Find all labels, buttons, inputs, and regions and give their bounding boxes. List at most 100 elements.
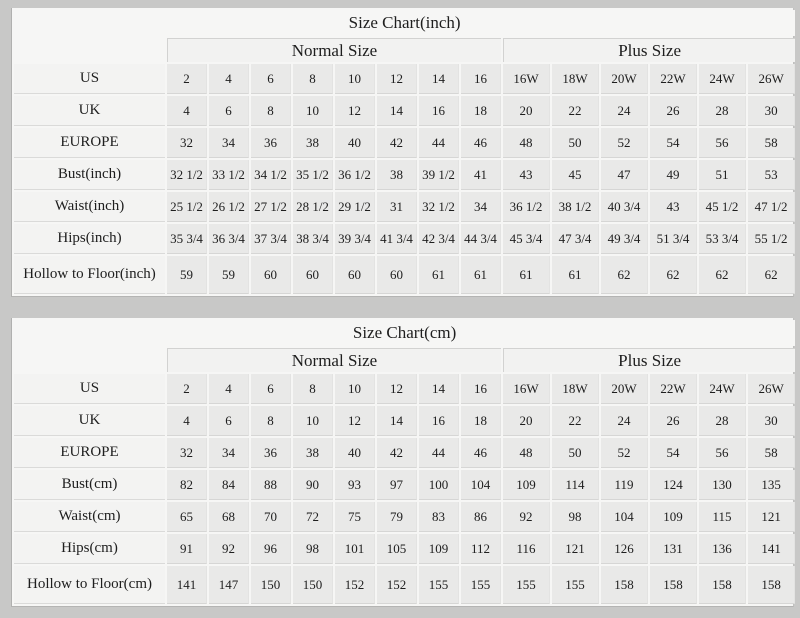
size-cell: 36 1/2 bbox=[503, 192, 550, 222]
size-cell: 4 bbox=[209, 374, 249, 404]
size-cell: 31 bbox=[377, 192, 417, 222]
size-cell: 141 bbox=[748, 534, 796, 564]
plus-size-header: Plus Size bbox=[503, 348, 796, 372]
size-cell: 8 bbox=[251, 96, 291, 126]
size-cell: 28 bbox=[699, 406, 746, 436]
size-cell: 47 bbox=[601, 160, 648, 190]
size-cell: 41 bbox=[461, 160, 501, 190]
size-cell: 62 bbox=[601, 256, 648, 294]
row-label: Hips(cm) bbox=[14, 534, 165, 564]
size-cell: 32 bbox=[167, 128, 207, 158]
size-cell: 20 bbox=[503, 406, 550, 436]
table-row: Hips(cm) 91 92 96 98 101 105 109 112 116 121 126 131… bbox=[14, 534, 796, 564]
size-cell: 84 bbox=[209, 470, 249, 500]
size-cell: 158 bbox=[699, 566, 746, 604]
size-cell: 8 bbox=[251, 406, 291, 436]
size-cell: 32 bbox=[167, 438, 207, 468]
table-row: EUROPE 32 34 36 38 40 42 44 46 48 50 52 54 56 58 bbox=[14, 438, 796, 468]
size-cell: 45 3/4 bbox=[503, 224, 550, 254]
title-row: Size Chart(cm) bbox=[14, 320, 796, 346]
size-cell: 34 bbox=[209, 438, 249, 468]
size-cell: 38 bbox=[377, 160, 417, 190]
size-cell: 58 bbox=[748, 438, 796, 468]
size-cell: 16 bbox=[419, 96, 459, 126]
table-row: UK 4 6 8 10 12 14 16 18 20 22 24 26 28 30 bbox=[14, 406, 796, 436]
table-row: Hips(inch) 35 3/4 36 3/4 37 3/4 38 3/4 39 3/4… bbox=[14, 224, 796, 254]
plus-size-header: Plus Size bbox=[503, 38, 796, 62]
size-cell: 56 bbox=[699, 128, 746, 158]
size-cell: 8 bbox=[293, 374, 333, 404]
size-cell: 62 bbox=[748, 256, 796, 294]
size-cell: 48 bbox=[503, 438, 550, 468]
size-chart-cm-table: Size Chart(cm) Normal Size Plus Size US 2… bbox=[12, 318, 797, 606]
size-cell: 22W bbox=[650, 374, 697, 404]
size-cell: 42 bbox=[377, 438, 417, 468]
size-cell: 158 bbox=[650, 566, 697, 604]
size-cell: 48 bbox=[503, 128, 550, 158]
size-cell: 38 3/4 bbox=[293, 224, 333, 254]
size-cell: 40 bbox=[335, 438, 375, 468]
size-cell: 46 bbox=[461, 128, 501, 158]
size-cell: 26W bbox=[748, 64, 796, 94]
size-cell: 109 bbox=[503, 470, 550, 500]
size-cell: 14 bbox=[419, 374, 459, 404]
size-cell: 112 bbox=[461, 534, 501, 564]
size-cell: 130 bbox=[699, 470, 746, 500]
size-cell: 18 bbox=[461, 406, 501, 436]
size-cell: 96 bbox=[251, 534, 291, 564]
size-cell: 158 bbox=[601, 566, 648, 604]
size-cell: 30 bbox=[748, 96, 796, 126]
size-cell: 97 bbox=[377, 470, 417, 500]
size-cell: 16 bbox=[461, 64, 501, 94]
size-cell: 32 1/2 bbox=[419, 192, 459, 222]
size-cell: 104 bbox=[601, 502, 648, 532]
corner-cell bbox=[14, 38, 165, 62]
size-cell: 68 bbox=[209, 502, 249, 532]
size-cell: 36 bbox=[251, 438, 291, 468]
size-cell: 116 bbox=[503, 534, 550, 564]
table-row: EUROPE 32 34 36 38 40 42 44 46 48 50 52 54 56 58 bbox=[14, 128, 796, 158]
size-cell: 58 bbox=[748, 128, 796, 158]
row-label: Hollow to Floor(cm) bbox=[14, 566, 165, 604]
size-cell: 59 bbox=[167, 256, 207, 294]
size-cell: 26 1/2 bbox=[209, 192, 249, 222]
size-cell: 44 bbox=[419, 128, 459, 158]
row-label: Hollow to Floor(inch) bbox=[14, 256, 165, 294]
size-cell: 39 3/4 bbox=[335, 224, 375, 254]
size-cell: 16 bbox=[419, 406, 459, 436]
size-cell: 43 bbox=[503, 160, 550, 190]
size-cell: 36 1/2 bbox=[335, 160, 375, 190]
size-cell: 100 bbox=[419, 470, 459, 500]
size-cell: 38 bbox=[293, 438, 333, 468]
size-cell: 10 bbox=[335, 64, 375, 94]
size-cell: 135 bbox=[748, 470, 796, 500]
size-cell: 152 bbox=[335, 566, 375, 604]
size-cell: 14 bbox=[377, 406, 417, 436]
row-label: Bust(inch) bbox=[14, 160, 165, 190]
size-cell: 14 bbox=[377, 96, 417, 126]
size-cell: 22 bbox=[552, 96, 599, 126]
size-cell: 98 bbox=[552, 502, 599, 532]
size-cell: 8 bbox=[293, 64, 333, 94]
size-cell: 12 bbox=[335, 96, 375, 126]
size-cell: 65 bbox=[167, 502, 207, 532]
size-cell: 109 bbox=[650, 502, 697, 532]
size-cell: 152 bbox=[377, 566, 417, 604]
size-cell: 42 3/4 bbox=[419, 224, 459, 254]
size-cell: 20W bbox=[601, 374, 648, 404]
size-cell: 155 bbox=[461, 566, 501, 604]
size-cell: 44 bbox=[419, 438, 459, 468]
table-title: Size Chart(cm) bbox=[14, 320, 796, 346]
size-cell: 61 bbox=[461, 256, 501, 294]
size-cell: 4 bbox=[167, 406, 207, 436]
size-cell: 26 bbox=[650, 96, 697, 126]
size-cell: 12 bbox=[377, 374, 417, 404]
size-chart-inch-body: US 2 4 6 8 10 12 14 16 16W 18W 20W 22W 24W 26W UK 4 6 8 10 1… bbox=[14, 64, 796, 294]
table-row: Waist(cm) 65 68 70 72 75 79 83 86 92 98 104 109 115 12… bbox=[14, 502, 796, 532]
size-cell: 51 bbox=[699, 160, 746, 190]
size-cell: 121 bbox=[748, 502, 796, 532]
size-cell: 79 bbox=[377, 502, 417, 532]
normal-size-header: Normal Size bbox=[167, 348, 501, 372]
size-cell: 82 bbox=[167, 470, 207, 500]
size-cell: 20 bbox=[503, 96, 550, 126]
